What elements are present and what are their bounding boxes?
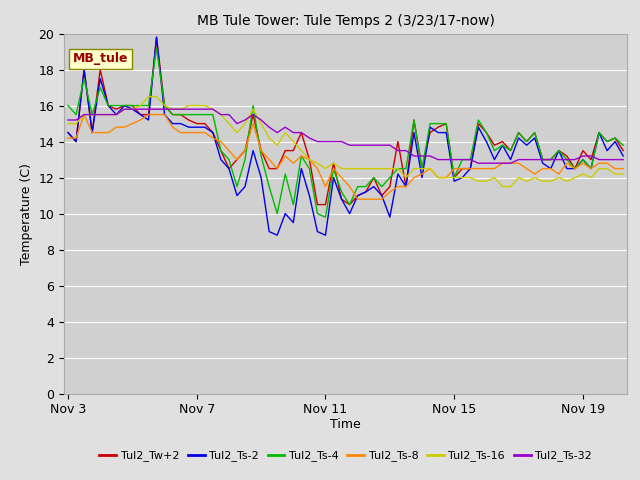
- X-axis label: Time: Time: [330, 418, 361, 431]
- Title: MB Tule Tower: Tule Temps 2 (3/23/17-now): MB Tule Tower: Tule Temps 2 (3/23/17-now…: [196, 14, 495, 28]
- Text: MB_tule: MB_tule: [72, 52, 128, 65]
- Y-axis label: Temperature (C): Temperature (C): [20, 163, 33, 264]
- Legend: Tul2_Tw+2, Tul2_Ts-2, Tul2_Ts-4, Tul2_Ts-8, Tul2_Ts-16, Tul2_Ts-32: Tul2_Tw+2, Tul2_Ts-2, Tul2_Ts-4, Tul2_Ts…: [95, 446, 596, 466]
